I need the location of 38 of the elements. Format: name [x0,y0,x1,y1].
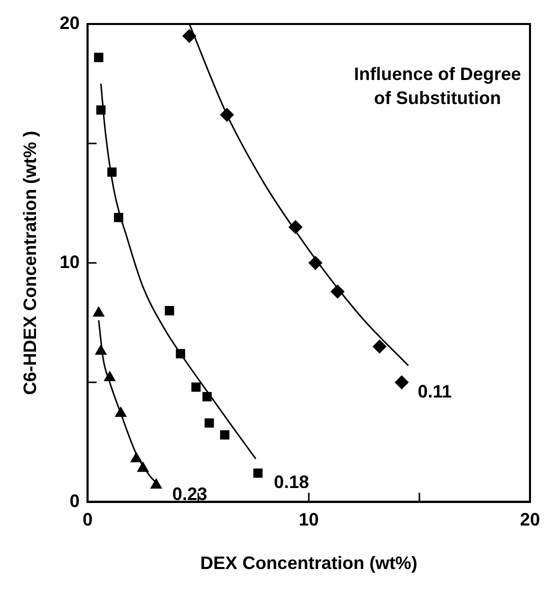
point [104,371,116,382]
point [150,478,162,489]
point [182,29,196,43]
series-label: 0.18 [274,472,309,492]
point [204,418,214,428]
point [164,306,174,316]
point [94,52,104,62]
text: Influence of Degree of Substitution [352,63,522,110]
point [191,382,201,392]
point [107,167,117,177]
point [220,108,234,122]
point [137,462,148,472]
point [130,452,142,462]
x-tick-label: 10 [298,510,319,530]
point [330,284,344,298]
point [394,376,408,390]
series-label: 0.23 [172,484,208,504]
y-tick-label: 20 [60,12,80,33]
point [114,212,124,222]
point [253,468,263,478]
point [202,392,212,402]
x-tick-label: 20 [520,510,540,530]
y-tick-label: 0 [70,490,80,511]
x-axis-title: DEX Concentration (wt%) [200,553,418,574]
x-tick-label: 0 [82,510,93,530]
line-series [100,82,256,460]
point [308,256,322,270]
point [115,407,126,417]
point [288,220,302,234]
y-tick-label: 10 [60,252,80,272]
point [176,349,186,358]
point [95,345,106,355]
point [96,105,106,115]
point [372,340,386,354]
series-label: 0.11 [418,381,452,402]
point [220,430,230,440]
point [93,306,104,317]
y-axis-title: C6-HDEX Concentration (wt% ) [20,130,40,395]
